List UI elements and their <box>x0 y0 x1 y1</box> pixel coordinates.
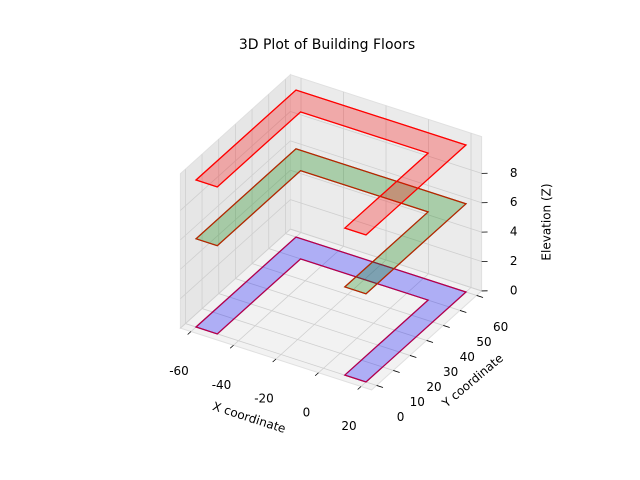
grid-line <box>290 228 482 292</box>
tick-mark <box>476 295 484 298</box>
tick-mark <box>393 370 400 373</box>
grid-line <box>290 111 482 174</box>
y-tick-label: 30 <box>443 365 458 379</box>
x-tick-label: 0 <box>303 405 311 419</box>
tick-mark <box>459 310 467 313</box>
grid-line <box>180 228 291 329</box>
y-tick-label: 60 <box>493 320 508 334</box>
grid-line <box>180 140 291 241</box>
x-tick-label: 20 <box>341 419 356 433</box>
grid-line <box>290 169 482 233</box>
tick-mark <box>272 358 277 363</box>
grid-line <box>290 199 482 262</box>
tick-mark <box>409 355 417 358</box>
z-tick-label: 6 <box>510 195 518 209</box>
y-tick-label: 50 <box>476 335 491 349</box>
z-axis-label: Elevation (Z) <box>540 183 554 260</box>
grid-line <box>180 169 291 270</box>
floor-outline <box>194 148 468 295</box>
floor-outline <box>194 236 468 383</box>
tick-mark <box>443 325 450 328</box>
x-tick-label: -20 <box>254 392 274 406</box>
tick-mark <box>314 372 319 377</box>
z-tick-label: 0 <box>510 283 518 297</box>
tick-mark <box>229 344 234 349</box>
x-tick-label: -40 <box>212 378 232 392</box>
tick-mark <box>376 385 384 388</box>
z-tick-label: 4 <box>510 225 518 239</box>
y-tick-label: 40 <box>460 350 475 364</box>
y-tick-label: 0 <box>397 410 405 424</box>
tick-mark <box>187 331 192 335</box>
y-tick-label: 10 <box>410 395 425 409</box>
y-tick-label: 20 <box>426 380 441 394</box>
chart-title: 3D Plot of Building Floors <box>239 37 415 53</box>
x-axis-label: X coordinate <box>211 399 288 436</box>
grid-line <box>180 111 291 211</box>
floor-outline <box>194 89 468 236</box>
x-tick-label: -60 <box>169 364 189 378</box>
tick-mark <box>426 340 434 343</box>
z-tick-label: 2 <box>510 254 518 268</box>
z-tick-label: 8 <box>510 166 518 180</box>
tick-mark <box>357 386 362 390</box>
grid-line <box>180 199 291 299</box>
grid-line <box>290 140 482 204</box>
